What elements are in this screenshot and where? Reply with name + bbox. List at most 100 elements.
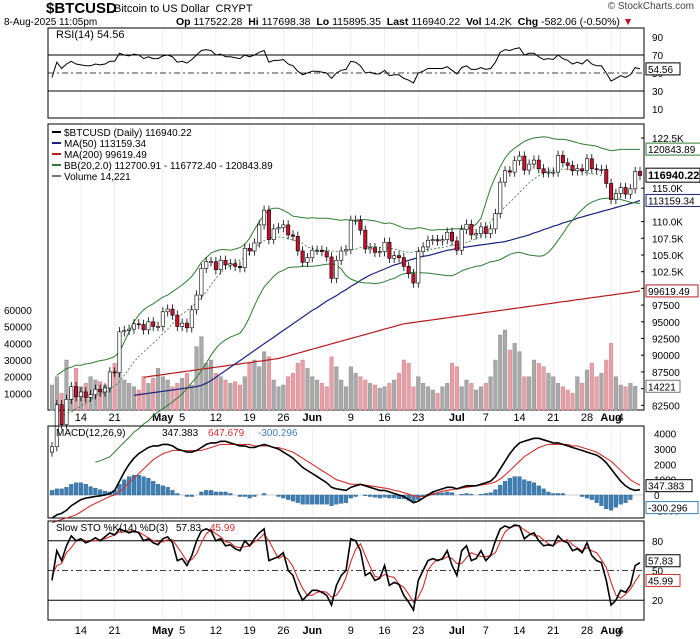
- legend-swatch: [52, 175, 61, 177]
- macd-tick-label: 4000: [654, 430, 677, 441]
- candle-body: [397, 255, 402, 258]
- candle-body: [556, 155, 561, 173]
- candle-body: [387, 241, 392, 259]
- volume-bar: [363, 379, 368, 411]
- volume-bar: [594, 376, 599, 411]
- candle-body: [507, 170, 512, 173]
- volume-bar: [425, 386, 430, 411]
- bb-lower-line: [95, 197, 641, 463]
- ma50-tag-box: [645, 193, 700, 207]
- sto-d-tag: 45.99: [648, 576, 673, 587]
- high-label: Hi: [248, 16, 259, 28]
- chg-value: -582.06 (-0.50%): [541, 16, 620, 28]
- candle-body: [266, 209, 271, 240]
- volume-bar: [406, 363, 411, 411]
- macd-legend-hist: -300.296: [258, 428, 298, 439]
- candle-body: [551, 171, 556, 174]
- candle-body: [633, 171, 638, 190]
- volume-bar: [271, 379, 276, 411]
- candle-body: [107, 371, 112, 389]
- rsi-tick-label: 10: [652, 105, 664, 116]
- x-label-bottom: 4: [618, 625, 624, 637]
- volume-bar: [228, 383, 233, 411]
- candle-body: [122, 330, 127, 333]
- candle-body: [262, 209, 267, 226]
- volume-bar: [450, 363, 455, 411]
- macd-hist-bar: [628, 494, 633, 500]
- candle-body: [300, 250, 305, 263]
- last-value: 116940.22: [411, 16, 461, 28]
- candle-body: [59, 404, 64, 426]
- macd-hist-bar: [488, 492, 493, 496]
- x-label-bottom: 26: [277, 625, 289, 637]
- price-legend-entry: BB(20,2.0) 112700.91 - 116772.40 - 12084…: [64, 161, 273, 172]
- macd-hist-bar: [613, 494, 618, 508]
- candle-body: [257, 224, 262, 244]
- candle-body: [286, 224, 291, 236]
- candle-body: [358, 219, 363, 231]
- macd-hist-bar: [560, 493, 565, 496]
- volume-bar: [334, 366, 339, 411]
- sto-tick-label: 80: [652, 537, 664, 548]
- volume-bar: [440, 386, 445, 411]
- candle-body: [406, 266, 411, 274]
- candle-body: [151, 321, 156, 327]
- candle-body: [522, 155, 527, 171]
- volume-bar: [584, 369, 590, 411]
- volume-bar: [209, 359, 214, 411]
- candle-body: [184, 322, 189, 329]
- volume-bar: [623, 386, 628, 411]
- ma50-line: [133, 199, 641, 396]
- volume-bar: [580, 383, 585, 411]
- macd-hist-bar: [604, 494, 609, 509]
- x-label-mid: Jul: [449, 412, 465, 424]
- candle-body: [411, 273, 416, 284]
- candle-body: [570, 165, 575, 172]
- sto-d-tag-box: [645, 573, 681, 587]
- macd-hist-bar: [74, 482, 79, 496]
- macd-hist-bar: [155, 484, 161, 496]
- macd-hist-bar: [252, 494, 257, 497]
- x-label-bottom: 14: [513, 625, 525, 637]
- macd-hist-bar: [551, 493, 556, 496]
- candle-body: [382, 241, 387, 252]
- candle-body: [565, 162, 570, 166]
- x-label-mid: 7: [483, 412, 489, 424]
- candle-body: [623, 187, 628, 195]
- macd-hist-bar: [78, 482, 83, 496]
- candle-body: [478, 226, 483, 234]
- volume-bar: [454, 366, 459, 411]
- x-label-mid: 9: [348, 412, 354, 424]
- macd-hist-bar: [175, 493, 180, 496]
- legend-swatch: [52, 131, 61, 133]
- volume-bar: [348, 366, 353, 411]
- volume-bar: [464, 379, 469, 411]
- volume-bar: [49, 384, 55, 411]
- candle-body: [584, 158, 589, 172]
- volume-bar: [589, 363, 594, 411]
- candle-body: [74, 386, 79, 397]
- macd-hist-bar: [502, 481, 508, 496]
- macd-legend-signal: 647.679: [208, 428, 245, 439]
- macd-hist-bar: [512, 476, 517, 496]
- volume-bar: [353, 373, 358, 411]
- volume-bar: [295, 363, 300, 411]
- last-price-tag: 116940.22: [648, 170, 699, 182]
- macd-hist-bar: [522, 479, 527, 496]
- x-label-bottom: May: [152, 625, 174, 637]
- volume-tag: 14221: [648, 382, 676, 393]
- volume-tick-label: 50000: [4, 323, 32, 334]
- macd-hist-bar: [59, 488, 64, 496]
- bb-upper-tag-box: [645, 142, 700, 156]
- macd-value-tag-box: [645, 479, 693, 493]
- volume-bar: [218, 376, 223, 411]
- candle-body: [339, 250, 344, 261]
- macd-hist-bar: [353, 494, 358, 497]
- candle-body: [223, 260, 228, 266]
- candle-body: [483, 226, 488, 234]
- volume-bar: [339, 379, 344, 411]
- volume-bar: [392, 379, 397, 411]
- down-arrow-icon: ▼: [622, 16, 634, 28]
- volume-bar: [310, 376, 315, 411]
